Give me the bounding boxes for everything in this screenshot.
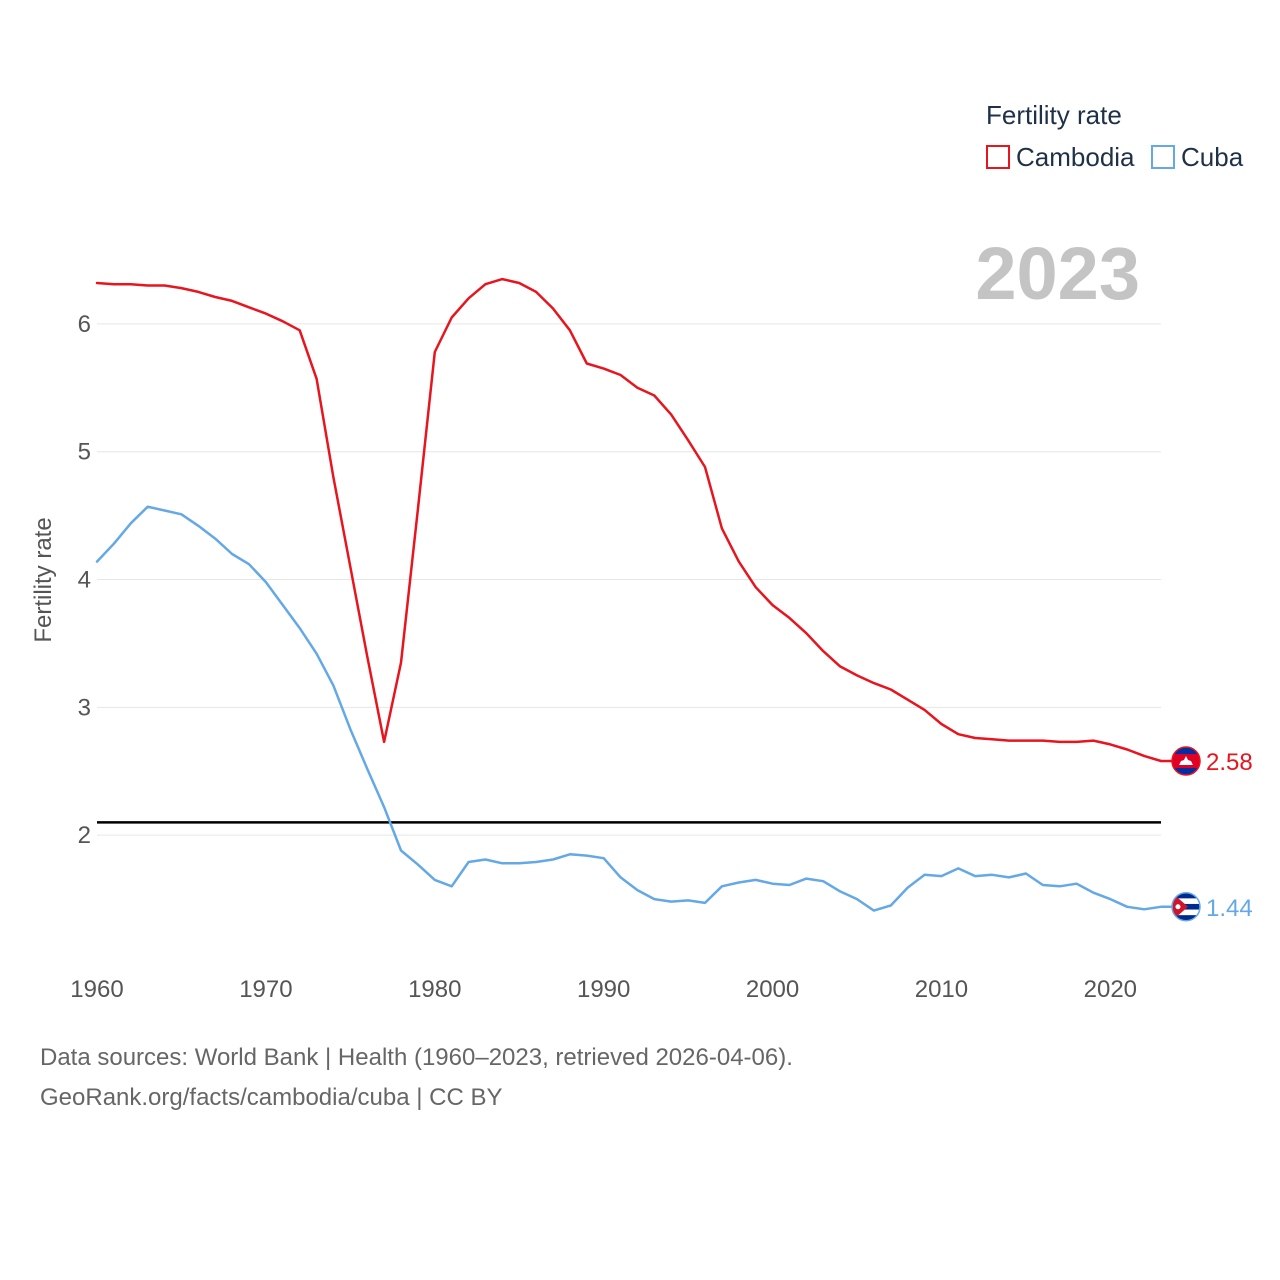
y-tick-label: 5 (78, 439, 91, 466)
end-value-label: 1.44 (1206, 895, 1253, 922)
x-tick-label: 1960 (70, 976, 123, 1003)
legend-item-cambodia[interactable]: Cambodia (986, 142, 1135, 172)
series-line-cambodia (95, 277, 1163, 763)
x-tick-label: 1990 (577, 976, 630, 1003)
legend-label-cuba: Cuba (1181, 142, 1244, 172)
x-tick-label: 2010 (915, 976, 968, 1003)
x-tick-label: 1970 (239, 976, 292, 1003)
legend-swatch-cambodia (986, 145, 1010, 169)
y-tick-label: 4 (78, 567, 91, 594)
x-tick-label: 1980 (408, 976, 461, 1003)
y-tick-labels: 2 3 4 5 6 (78, 311, 91, 849)
y-tick-label: 6 (78, 311, 91, 338)
legend-item-cuba[interactable]: Cuba (1151, 142, 1244, 172)
series-lines (95, 277, 1163, 912)
x-tick-label: 2000 (746, 976, 799, 1003)
x-tick-labels: 1960 1970 1980 1990 2000 2010 2020 (70, 976, 1137, 1003)
legend-swatch-cuba (1151, 145, 1175, 169)
series-end-markers: 2.58 1.44 (1161, 746, 1253, 922)
y-axis-title: Fertility rate (30, 517, 57, 642)
grid-lines (97, 323, 1161, 836)
attribution-link[interactable]: GeoRank.org/facts/cambodia/cuba | CC BY (40, 1084, 503, 1111)
legend-title: Fertility rate (986, 100, 1122, 130)
legend: Fertility rate Cambodia Cuba (986, 100, 1244, 172)
series-line-cuba (95, 505, 1163, 912)
y-tick-label: 3 (78, 694, 91, 721)
y-tick-label: 2 (78, 822, 91, 849)
end-value-label: 2.58 (1206, 749, 1253, 776)
cuba-flag-icon (1171, 892, 1201, 922)
current-year-label: 2023 (975, 232, 1140, 315)
legend-label-cambodia: Cambodia (1016, 142, 1135, 172)
cambodia-flag-icon (1171, 746, 1201, 776)
x-tick-label: 2020 (1084, 976, 1137, 1003)
data-sources-note: Data sources: World Bank | Health (1960–… (40, 1044, 793, 1071)
